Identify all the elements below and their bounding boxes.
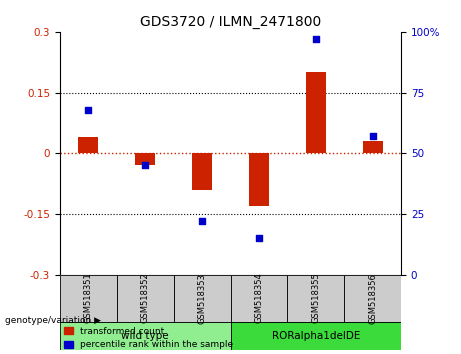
Text: wild type: wild type xyxy=(121,331,169,341)
Bar xyxy=(363,141,383,153)
Point xyxy=(198,218,206,224)
FancyBboxPatch shape xyxy=(344,275,401,322)
FancyBboxPatch shape xyxy=(60,275,117,322)
Title: GDS3720 / ILMN_2471800: GDS3720 / ILMN_2471800 xyxy=(140,16,321,29)
Legend: transformed count, percentile rank within the sample: transformed count, percentile rank withi… xyxy=(65,327,233,349)
Point xyxy=(369,133,376,139)
Bar xyxy=(135,153,155,165)
FancyBboxPatch shape xyxy=(287,275,344,322)
FancyBboxPatch shape xyxy=(60,322,230,350)
FancyBboxPatch shape xyxy=(230,322,401,350)
Bar xyxy=(306,72,326,153)
Point xyxy=(312,36,319,42)
Text: GSM518352: GSM518352 xyxy=(141,273,150,324)
FancyBboxPatch shape xyxy=(117,275,174,322)
Bar xyxy=(78,137,98,153)
Text: GSM518351: GSM518351 xyxy=(84,273,93,324)
Point xyxy=(255,235,263,241)
Text: RORalpha1delDE: RORalpha1delDE xyxy=(272,331,360,341)
Text: GSM518355: GSM518355 xyxy=(311,273,320,324)
Bar xyxy=(192,153,212,190)
FancyBboxPatch shape xyxy=(230,275,287,322)
FancyBboxPatch shape xyxy=(174,275,230,322)
Text: GSM518356: GSM518356 xyxy=(368,273,377,324)
Point xyxy=(85,107,92,112)
Bar xyxy=(249,153,269,206)
Text: genotype/variation ▶: genotype/variation ▶ xyxy=(5,316,100,325)
Text: GSM518353: GSM518353 xyxy=(198,273,207,324)
Text: GSM518354: GSM518354 xyxy=(254,273,263,324)
Point xyxy=(142,162,149,168)
